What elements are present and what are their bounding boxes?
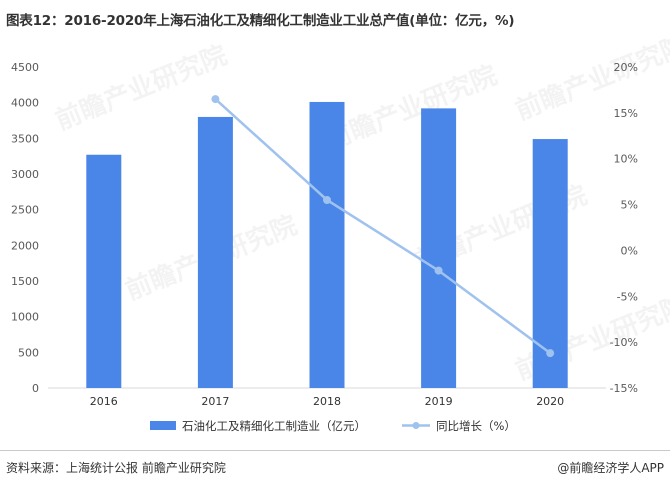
legend-bar-swatch: [150, 421, 176, 430]
x-tick-label: 2017: [201, 395, 229, 408]
legend-line-marker: [412, 422, 420, 429]
legend-line-label: 同比增长（%）: [436, 419, 516, 433]
y-right-tick-label: 15%: [614, 107, 638, 120]
growth-point: [546, 349, 555, 358]
growth-point: [323, 195, 331, 204]
y-right-tick-label: 20%: [614, 61, 638, 74]
y-right-tick-label: -5%: [617, 290, 638, 303]
footer: 资料来源：上海统计公报 前瞻产业研究院 @前瞻经济学人APP: [0, 450, 670, 488]
y-left-tick-label: 4500: [11, 61, 39, 74]
bar: [309, 101, 345, 388]
bar: [421, 108, 457, 388]
bar: [532, 139, 568, 388]
y-right-tick-label: 0%: [621, 244, 638, 257]
legend-bar-label: 石油化工及精细化工制造业（亿元）: [182, 419, 366, 433]
watermark-text: 前瞻产业研究院: [321, 60, 501, 157]
y-right-tick-label: 5%: [621, 199, 638, 212]
growth-line: [214, 98, 551, 355]
source-note: 资料来源：上海统计公报 前瞻产业研究院: [6, 461, 226, 475]
y-right-tick-label: 10%: [614, 153, 638, 166]
y-left-tick-label: 1000: [11, 311, 39, 324]
bar: [86, 154, 122, 388]
y-left-tick-label: 2000: [11, 239, 39, 252]
growth-point: [434, 266, 443, 275]
x-tick-label: 2018: [313, 395, 341, 408]
x-tick-label: 2019: [425, 395, 453, 408]
y-left-tick-label: 1500: [11, 275, 39, 288]
watermark-text: 前瞻产业研究院: [511, 30, 670, 127]
bar: [197, 116, 233, 388]
y-right-tick-label: -15%: [610, 382, 638, 395]
y-right-tick-label: -10%: [610, 336, 638, 349]
y-left-tick-label: 3000: [11, 168, 39, 181]
y-left-tick-label: 2500: [11, 204, 39, 217]
growth-point: [211, 95, 220, 104]
chart-title: 图表12：2016-2020年上海石油化工及精细化工制造业工业总产值(单位：亿元…: [6, 13, 515, 29]
brand-credit: @前瞻经济学人APP: [557, 461, 664, 475]
x-tick-label: 2020: [536, 395, 564, 408]
y-left-tick-label: 500: [18, 346, 39, 359]
y-left-tick-label: 3500: [11, 132, 39, 145]
x-tick-label: 2016: [90, 395, 118, 408]
chart: 前瞻产业研究院前瞻产业研究院前瞻产业研究院前瞻产业研究院前瞻产业研究院前瞻产业研…: [11, 30, 670, 433]
y-left-tick-label: 0: [32, 382, 39, 395]
y-left-tick-label: 4000: [11, 97, 39, 110]
